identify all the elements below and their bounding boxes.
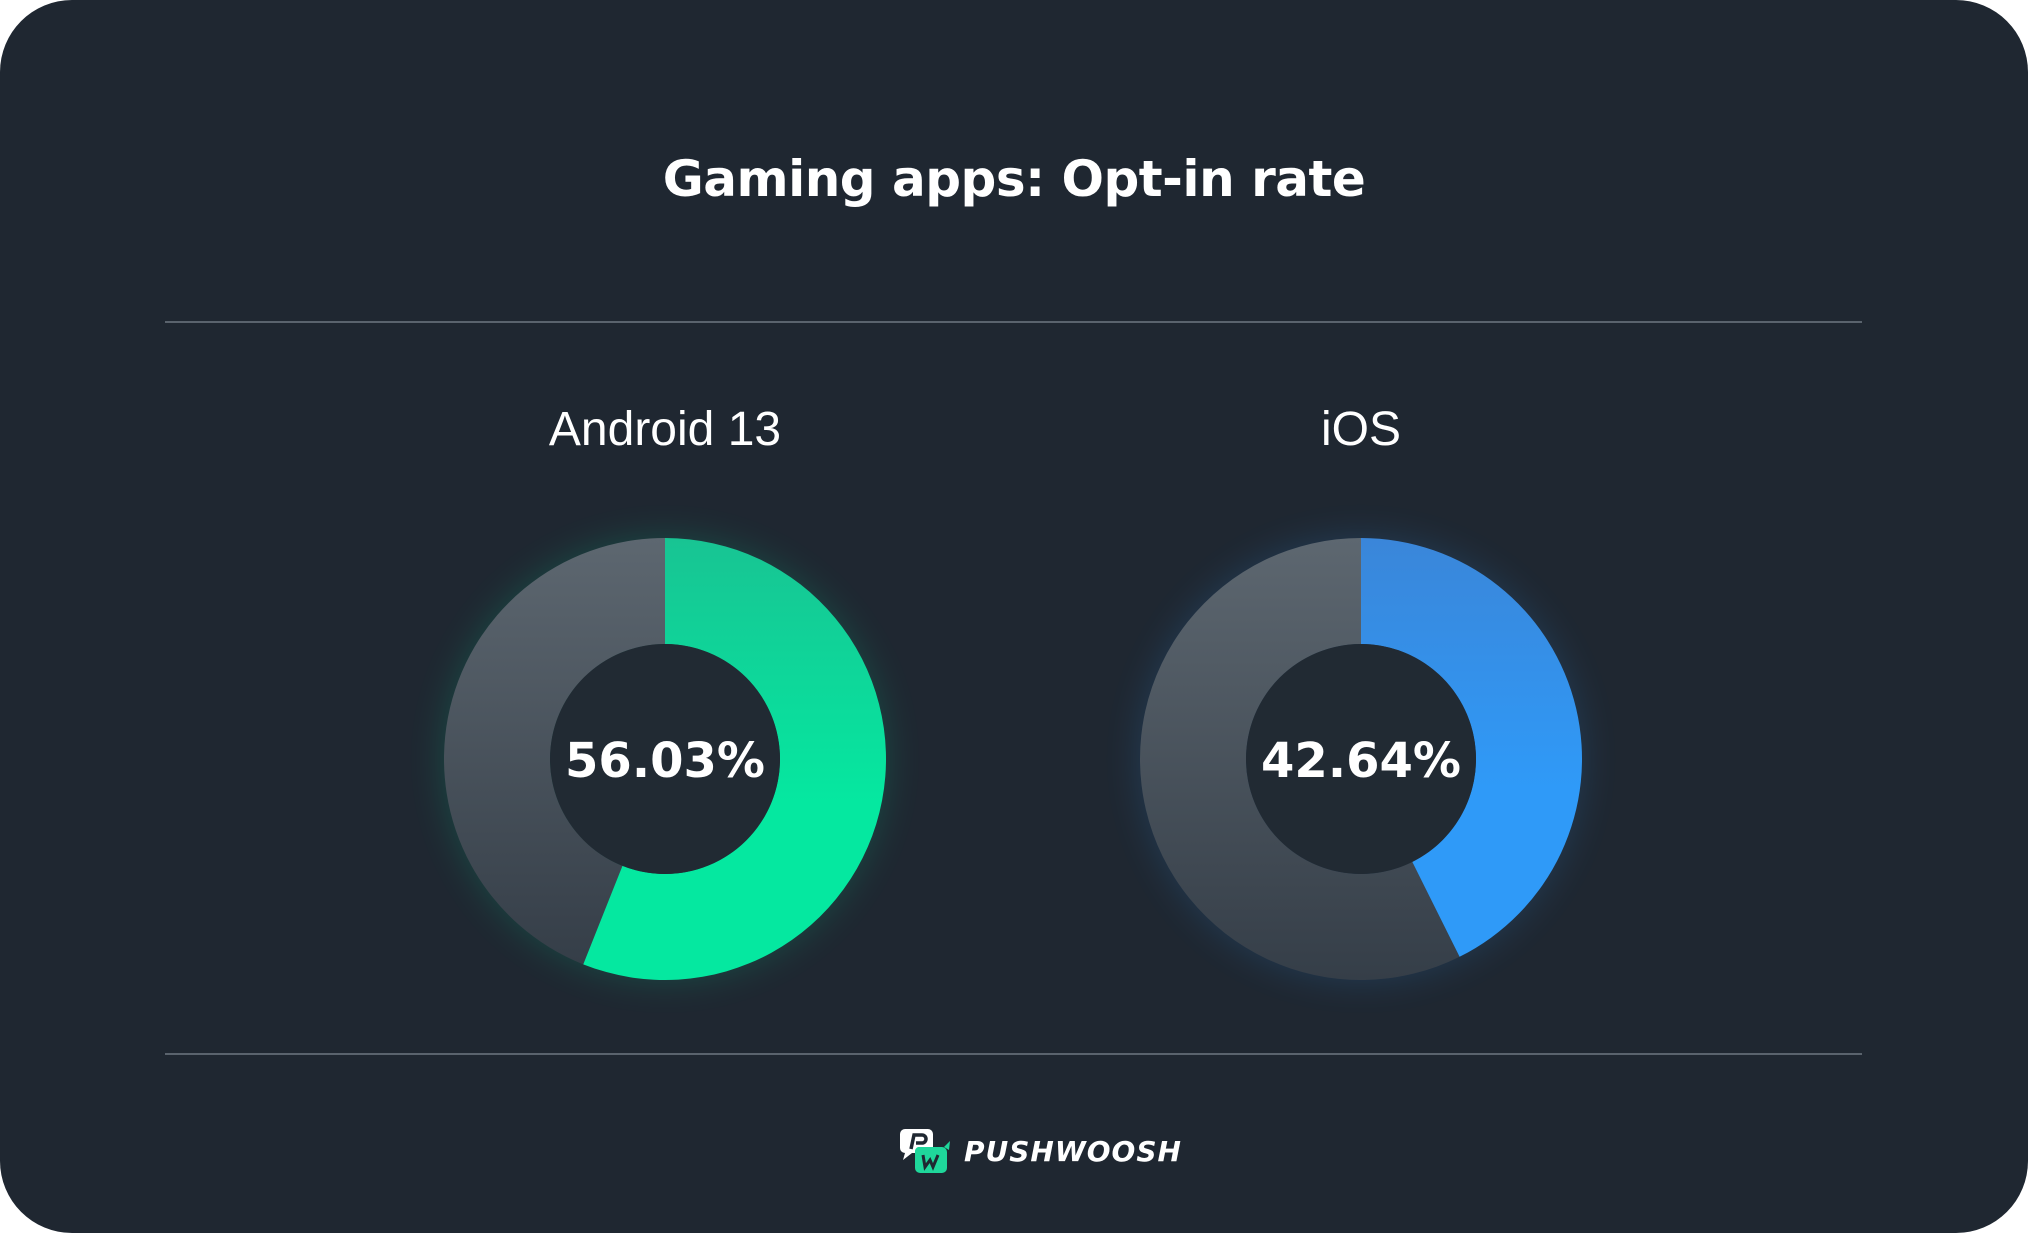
chart-title: Gaming apps: Opt-in rate bbox=[662, 150, 1366, 208]
donut-hole bbox=[1246, 644, 1476, 874]
ios-label: iOS bbox=[1320, 403, 1401, 456]
pushwoosh-logo-icon bbox=[900, 1129, 950, 1173]
android-label: Android 13 bbox=[548, 403, 782, 456]
pushwoosh-logo: PUSHWOOSH bbox=[898, 1127, 1182, 1175]
donut-hole bbox=[550, 644, 780, 874]
donut-value-slice bbox=[583, 538, 886, 980]
donut-value-slice bbox=[1361, 538, 1582, 957]
bottom-divider bbox=[165, 1053, 1862, 1055]
donut-value-label: 42.64% bbox=[1261, 733, 1461, 789]
top-divider bbox=[165, 321, 1862, 323]
donut-remainder-slice bbox=[1140, 538, 1460, 980]
donut-value-label: 56.03% bbox=[565, 733, 765, 789]
donut-remainder-slice bbox=[443, 538, 665, 965]
brand-name: PUSHWOOSH bbox=[964, 1134, 1182, 1168]
